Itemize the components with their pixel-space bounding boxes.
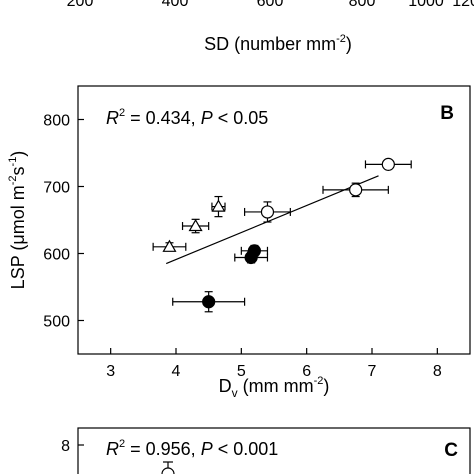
top-tick-label-400: 400 (162, 0, 189, 10)
top-tick-label-600: 600 (257, 0, 284, 10)
panel-b-r2-sup: 2 (119, 107, 125, 119)
y-tick-label-700: 700 (43, 180, 70, 197)
panel-b-frame (77, 85, 471, 355)
x-tick-label-3: 3 (106, 363, 115, 380)
data-point-filled-circle-2 (234, 250, 269, 265)
top-tick-label-800: 800 (349, 0, 376, 10)
marker-triangle (211, 199, 226, 212)
panel-b: B R2 = 0.434, P < 0.05 500 600 700 800 3 4 5 6… (7, 85, 471, 400)
panel-b-x-ticks: 3 4 5 6 7 8 (106, 348, 442, 380)
panel-c-r2-sup: 2 (119, 438, 125, 450)
panel-c-r2-value: = 0.956, (125, 439, 201, 459)
panel-b-p-value: < 0.05 (213, 108, 269, 128)
data-point-open-circle-2 (322, 182, 389, 198)
data-point-open-circle-3 (244, 201, 291, 223)
marker-triangle (188, 218, 203, 232)
data-point-filled-circle-3 (172, 291, 246, 313)
marker-circle (202, 295, 216, 309)
marker-circle (349, 183, 363, 197)
panel-b-r2-label: R (106, 108, 119, 128)
panel-b-points (152, 157, 412, 313)
x-tick-label-6: 6 (302, 363, 311, 380)
panel-b-y-ticks: 500 600 700 800 (43, 113, 84, 331)
marker-triangle (162, 239, 177, 252)
top-x-axis-label: SD (number mm-2) (204, 33, 352, 54)
y-tick-label-500: 500 (43, 314, 70, 331)
x-tick-label-4: 4 (172, 363, 181, 380)
panel-c-p-value: < 0.001 (213, 439, 279, 459)
panel-c-p-label: P (201, 439, 213, 459)
top-tick-label-200: 200 (67, 0, 94, 10)
top-panel: 200 400 600 800 1000 1200 SD (number mm-… (67, 0, 474, 54)
panel-b-y-label-sup1: -2 (7, 175, 19, 185)
panel-c: 8 C R2 = 0.956, P < 0.001 (61, 427, 471, 474)
panel-b-annotation: R2 = 0.434, P < 0.05 (106, 107, 268, 128)
panel-b-y-label-a: LSP (μmol m (8, 185, 28, 289)
top-tick-label-1000: 1000 (408, 0, 444, 10)
panel-b-x-label-rest: (mm mm (238, 376, 314, 396)
panel-b-y-label-c: ) (8, 151, 28, 157)
data-point-open-triangle-3 (152, 239, 187, 252)
top-x-axis-label-close: ) (346, 34, 352, 54)
data-point-open-circle-1 (364, 157, 412, 171)
x-tick-label-8: 8 (433, 363, 442, 380)
panel-c-y-tick-label: 8 (61, 438, 70, 455)
panel-b-x-label-main: D (219, 376, 232, 396)
y-tick-label-600: 600 (43, 247, 70, 264)
y-tick-label-800: 800 (43, 113, 70, 130)
panel-c-letter: C (444, 440, 458, 461)
panel-b-letter: B (440, 103, 454, 124)
x-tick-label-7: 7 (368, 363, 377, 380)
marker-circle (260, 205, 275, 219)
data-point-open-triangle-2 (181, 218, 210, 234)
top-tick-label-1200: 1200 (452, 0, 474, 10)
panel-b-p-label: P (201, 108, 213, 128)
panel-b-y-label-sup2: -1 (7, 157, 19, 167)
data-point-open-triangle-1 (211, 195, 226, 218)
panel-b-x-label-sup: -2 (314, 375, 324, 387)
panel-b-y-label-b: s (8, 166, 28, 175)
panel-c-r2-label: R (106, 439, 119, 459)
x-tick-label-5: 5 (237, 363, 246, 380)
top-x-axis-label-main: SD (number mm (204, 34, 336, 54)
panel-b-x-label-close: ) (323, 376, 329, 396)
panel-b-x-label-sub: v (232, 386, 238, 400)
top-x-axis-label-sup: -2 (336, 33, 346, 45)
panel-c-annotation: R2 = 0.956, P < 0.001 (106, 438, 278, 459)
panel-b-y-axis-label: LSP (μmol m-2s-1) (7, 151, 28, 290)
panel-b-r2-value: = 0.434, (125, 108, 201, 128)
marker-circle (244, 250, 258, 265)
marker-circle (381, 157, 395, 171)
panel-c-point (161, 467, 175, 474)
panel-c-frame (77, 427, 471, 474)
panel-b-x-axis-label: Dv (mm mm-2) (219, 375, 330, 400)
